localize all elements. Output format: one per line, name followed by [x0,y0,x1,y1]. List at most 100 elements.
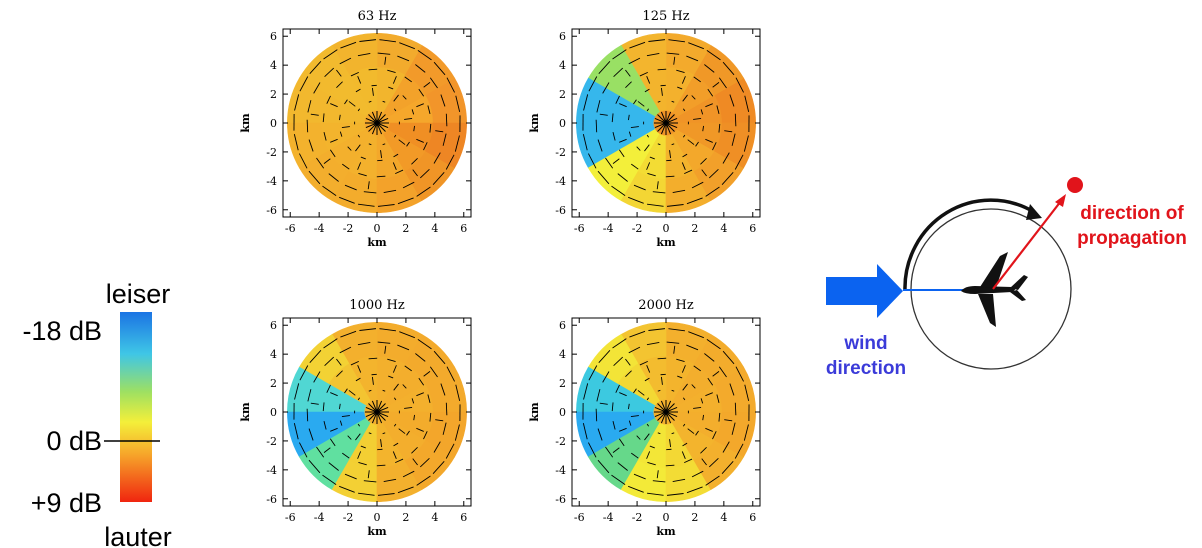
y-tick-label: 0 [270,406,277,419]
contour-dash [445,113,448,127]
contour-dash [734,154,744,170]
contour-dash [618,149,625,158]
contour-dash [735,366,744,382]
contour-dash [649,156,655,160]
contour-dash [339,420,343,426]
contour-dash [705,475,720,486]
contour-dash [376,175,386,178]
contour-dash [402,181,415,189]
contour-dash [724,130,733,133]
contour-dash [646,365,651,373]
y-tick-label: 0 [559,117,566,130]
contour-dash [628,57,641,65]
contour-dash [299,76,309,92]
contour-dash [660,376,663,385]
contour-dash [358,203,375,207]
contour-dash [731,133,736,146]
contour-dash [628,346,641,354]
contour-dash [423,142,428,151]
contour-dash [681,162,686,170]
contour-dash [722,441,730,453]
contour-dash [712,82,720,88]
contour-dash [636,435,641,440]
y-tick-label: 4 [559,59,566,72]
contour-dash [358,492,375,496]
contour-dash [628,420,632,426]
contour-dash [339,114,341,121]
contour-dash [427,394,431,403]
contour-dash [336,69,342,77]
contour-dash [404,76,412,83]
contour-dash [687,428,695,434]
contour-dash [688,42,704,50]
contour-dash [666,493,684,496]
contour-dash [729,383,735,396]
x-axis-label: km [656,236,676,249]
contour-dash [440,383,446,396]
wind-legend: wind direction [826,264,906,379]
contour-dash [384,345,387,354]
contour-dash [706,49,721,61]
source-star [654,406,678,418]
contour-dash [323,447,331,453]
contour-dash [630,415,639,418]
contour-dash [377,341,391,344]
contour-dash [432,172,445,186]
contour-dash [682,397,686,401]
contour-dash [367,181,370,190]
contour-dash [668,328,685,332]
contour-dash [701,458,707,466]
contour-dash [605,157,614,169]
x-tick-label: 6 [460,511,467,524]
contour-dash [342,452,350,459]
contour-dash [646,52,660,57]
panel-title: 125 Hz [642,9,689,24]
contour-dash [743,135,749,152]
contour-dash [706,338,721,350]
contour-dash [671,389,675,392]
y-tick-label: -4 [555,464,566,477]
contour-dash [729,94,735,107]
contour-dash [631,452,639,459]
contour-dash [646,76,651,84]
contour-dash [597,428,603,441]
contour-dash [716,105,720,114]
contour-dash [310,402,319,405]
y-axis-label: km [239,113,252,133]
contour-dash [306,408,309,422]
contour-dash [629,330,646,338]
contour-dash [377,52,391,55]
x-tick-label: 0 [663,222,670,235]
contour-dash [411,157,418,165]
contour-dash [393,383,399,391]
polar-panel-3: -6 -4 -2 0 2 4 6 6 4 2 0 -2 -4 -6 1000 Hz km km [239,298,472,538]
contour-dash [382,389,386,392]
contour-dash [404,365,412,372]
polar-panel-4: -6 -4 -2 0 2 4 6 6 4 2 0 -2 -4 -6 2000 Hz km km [528,298,761,538]
contour-dash [718,412,721,422]
contour-dash [582,422,588,440]
contour-dash [299,153,308,169]
contour-dash [617,173,628,182]
contour-dash [647,492,664,496]
y-tick-label: 2 [559,377,566,390]
contour-dash [313,371,321,383]
contour-dash [612,338,627,349]
contour-dash [398,139,406,145]
contour-dash [423,82,431,88]
contour-dash [677,86,683,90]
x-tick-label: 0 [374,511,381,524]
contour-dash [368,100,372,103]
contour-dash [344,99,348,105]
contour-dash [633,388,637,394]
colorbar-tick-top: -18 dB [22,316,102,346]
contour-dash [671,100,675,103]
contour-dash [619,427,627,432]
x-tick-label: 2 [691,511,698,524]
x-axis-label: km [367,525,387,538]
contour-dash [416,103,424,108]
contour-dash [357,423,361,427]
rotation-arrow-head [1026,204,1042,220]
contour-dash [383,189,397,194]
contour-dash [371,87,374,96]
